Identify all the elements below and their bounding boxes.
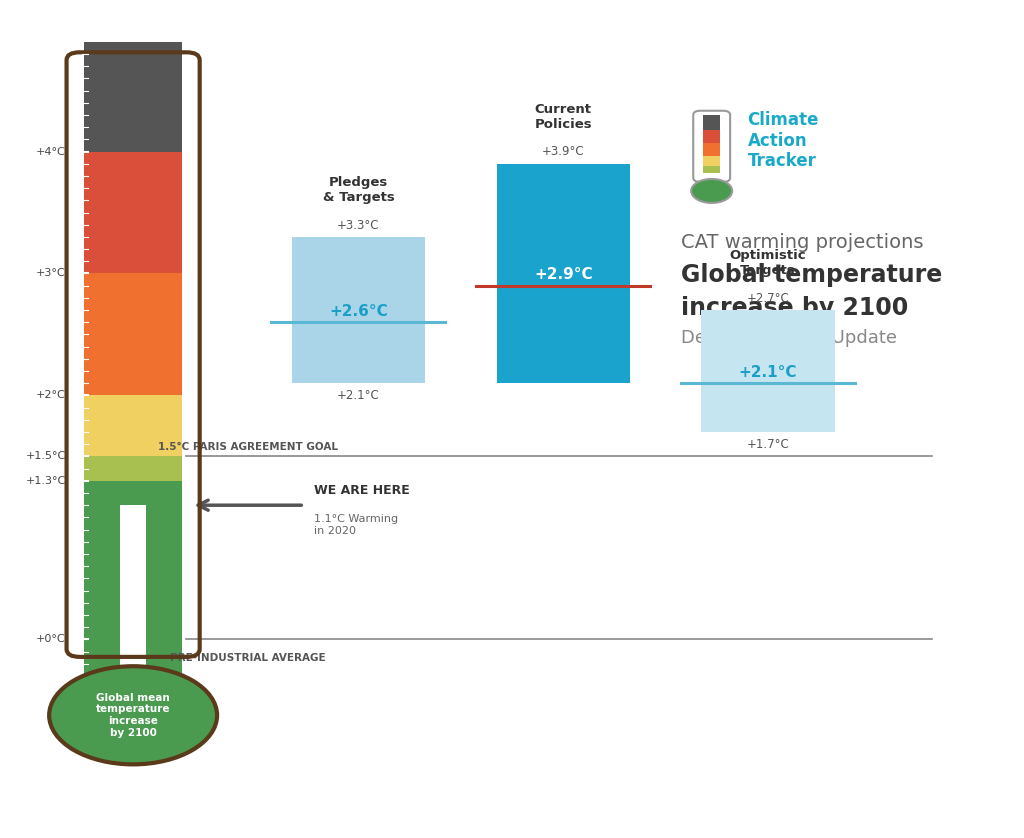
- Bar: [120, 505, 146, 682]
- Text: +3°C: +3°C: [36, 268, 66, 278]
- Bar: [703, 156, 720, 166]
- Bar: [497, 163, 630, 383]
- Text: +2°C: +2°C: [36, 391, 66, 401]
- Text: Climate
Action
Tracker: Climate Action Tracker: [748, 111, 819, 170]
- Text: +1.7°C: +1.7°C: [746, 438, 790, 451]
- Text: +2.7°C: +2.7°C: [746, 292, 790, 305]
- Text: WE ARE HERE: WE ARE HERE: [314, 484, 411, 498]
- Text: +3.3°C: +3.3°C: [337, 219, 380, 231]
- Text: Current
Policies: Current Policies: [535, 103, 592, 131]
- Text: +2.1°C: +2.1°C: [337, 389, 380, 402]
- Text: December 2020 Update: December 2020 Update: [681, 329, 897, 347]
- Text: Global temperature: Global temperature: [681, 263, 942, 287]
- Text: 1.1°C Warming
in 2020: 1.1°C Warming in 2020: [314, 515, 398, 535]
- Text: +3.9°C: +3.9°C: [542, 145, 585, 158]
- Text: increase by 2100: increase by 2100: [681, 297, 908, 320]
- Text: Pledges
& Targets: Pledges & Targets: [323, 176, 394, 204]
- Bar: [292, 237, 425, 383]
- Text: +0°C: +0°C: [36, 634, 66, 644]
- Text: 1.5°C PARIS AGREEMENT GOAL: 1.5°C PARIS AGREEMENT GOAL: [158, 442, 338, 452]
- Text: Global mean
temperature
increase
by 2100: Global mean temperature increase by 2100: [96, 693, 170, 737]
- Bar: [84, 396, 182, 457]
- Bar: [84, 152, 182, 273]
- Bar: [703, 115, 720, 130]
- Text: PRE-INDUSTRIAL AVERAGE: PRE-INDUSTRIAL AVERAGE: [170, 653, 326, 663]
- Text: +1.5°C: +1.5°C: [26, 452, 66, 462]
- Circle shape: [691, 179, 732, 203]
- Text: +2.1°C: +2.1°C: [542, 389, 585, 402]
- Bar: [84, 273, 182, 396]
- Bar: [701, 310, 835, 432]
- Text: +1.3°C: +1.3°C: [26, 476, 66, 486]
- Bar: [84, 457, 182, 481]
- Bar: [703, 166, 720, 173]
- Text: CAT warming projections: CAT warming projections: [681, 234, 924, 252]
- Circle shape: [49, 666, 217, 764]
- Bar: [84, 42, 182, 152]
- Text: +2.9°C: +2.9°C: [534, 267, 593, 282]
- Text: +2.6°C: +2.6°C: [329, 303, 388, 318]
- Bar: [703, 130, 720, 143]
- Bar: [703, 143, 720, 156]
- Text: +2.1°C: +2.1°C: [738, 365, 798, 380]
- Text: Optimistic
Targets: Optimistic Targets: [730, 249, 806, 277]
- Text: +4°C: +4°C: [36, 147, 66, 157]
- Bar: [84, 481, 182, 688]
